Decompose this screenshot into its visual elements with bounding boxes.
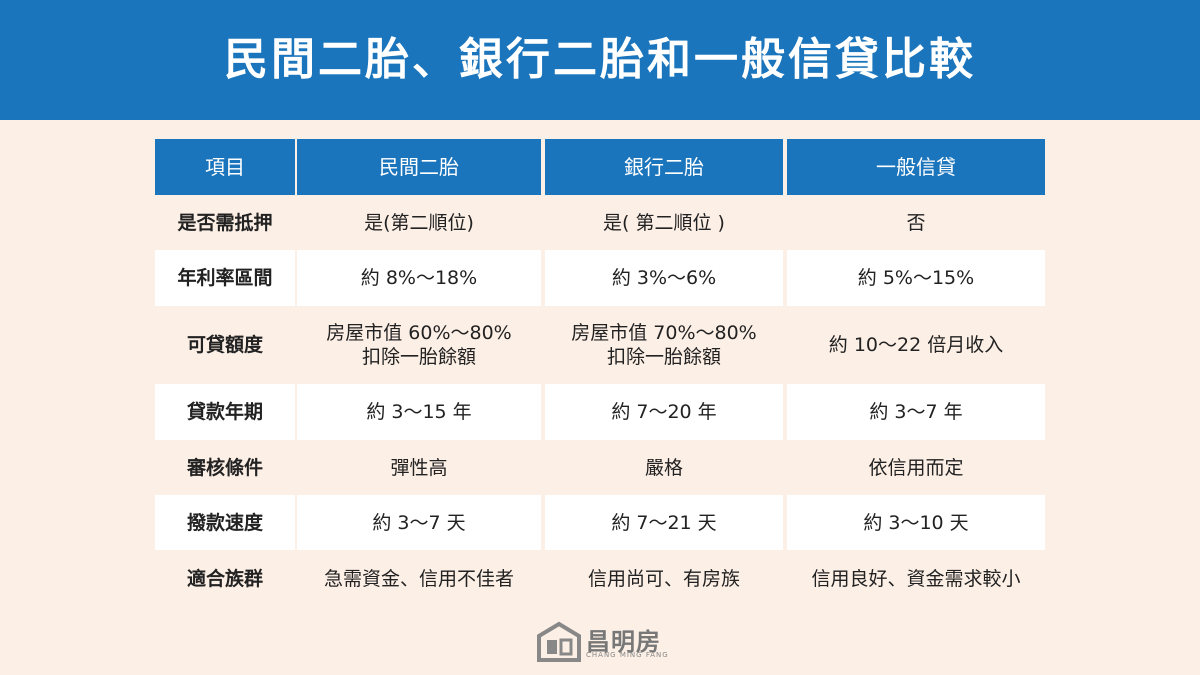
- table-cell: 嚴格: [644, 456, 683, 479]
- table-cell: 約 3～10 天: [787, 495, 1045, 550]
- table-cell: 是( 第二順位 ): [603, 211, 725, 234]
- table-cell: 約 3%～6%: [545, 250, 783, 306]
- table-cell: 約 7～20 年: [545, 384, 783, 440]
- brand-name-en: CHANG MING FANG: [586, 651, 669, 659]
- title-banner: [0, 0, 1200, 120]
- table-cell: 急需資金、信用不佳者: [323, 567, 514, 590]
- table-cell: 否: [906, 211, 926, 234]
- table-cell: 依信用而定: [868, 456, 964, 479]
- row-label: 適合族群: [186, 567, 263, 590]
- row-label: 年利率區間: [155, 250, 295, 306]
- table-cell: 是(第二順位): [364, 211, 474, 234]
- column-header: 一般信貸: [787, 139, 1045, 195]
- row-label: 貸款年期: [155, 384, 295, 440]
- table-cell: 約 3～15 年: [297, 384, 541, 440]
- column-header: 民間二胎: [297, 139, 541, 195]
- brand-name: 昌明房: [586, 628, 661, 656]
- page-title: 民間二胎、銀行二胎和一般信貸比較: [224, 34, 976, 85]
- table-cell: 約 5%～15%: [787, 250, 1045, 306]
- table-cell: 約 7～21 天: [545, 495, 783, 550]
- row-label: 撥款速度: [155, 495, 295, 550]
- table-cell: 彈性高: [390, 456, 448, 479]
- table-cell: 信用尚可、有房族: [587, 567, 740, 590]
- logo-icon: [537, 621, 581, 662]
- column-header: 銀行二胎: [545, 139, 783, 195]
- table-cell: 房屋市值 60%～80% 扣除一胎餘額: [326, 322, 512, 368]
- table-cell: 信用良好、資金需求較小: [811, 567, 1021, 590]
- table-cell: 約 10～22 倍月收入: [828, 334, 1004, 356]
- logo-block: [547, 640, 557, 654]
- table-cell: 房屋市值 70%～80% 扣除一胎餘額: [571, 322, 757, 368]
- logo-block: [559, 638, 573, 656]
- row-label: 審核條件: [186, 456, 263, 479]
- table-cell: 約 3～7 年: [787, 384, 1045, 440]
- row-label: 是否需抵押: [177, 211, 273, 234]
- table-cell: 約 3～7 天: [297, 495, 541, 550]
- table-cell: 約 8%～18%: [297, 250, 541, 306]
- logo-house: [537, 621, 581, 662]
- row-label: 可貸額度: [186, 334, 263, 356]
- column-header: 項目: [155, 139, 295, 195]
